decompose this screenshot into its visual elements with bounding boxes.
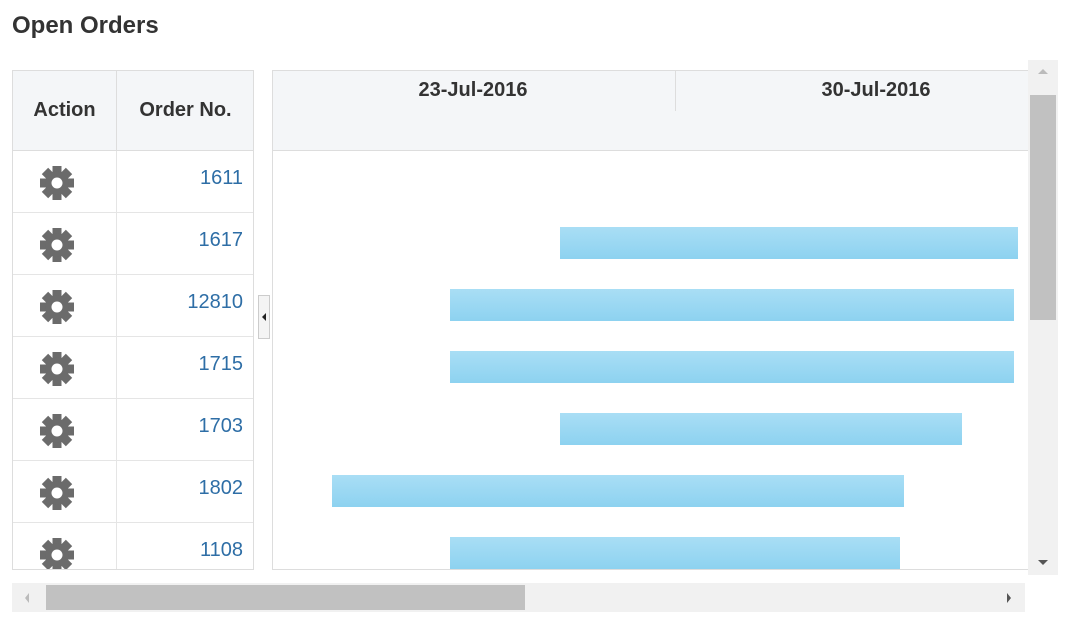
cell-divider	[116, 213, 117, 274]
title: Open Orders	[12, 12, 159, 39]
gantt-header: 23-Jul-2016 30-Jul-2016	[273, 71, 1028, 151]
cell-divider	[116, 275, 117, 336]
cell-divider	[116, 399, 117, 460]
table-row: 1703	[13, 399, 253, 461]
order-number[interactable]: 1611	[199, 167, 243, 189]
splitter[interactable]	[258, 295, 270, 339]
scroll-down[interactable]	[1036, 558, 1050, 568]
table-row: 1802	[13, 461, 253, 523]
table-row: 1611	[13, 151, 253, 213]
action-gear[interactable]	[37, 535, 77, 569]
gear-icon	[40, 414, 74, 448]
gantt: 23-Jul-2016 30-Jul-2016	[272, 70, 1028, 570]
gear-icon	[40, 290, 74, 324]
table-row: 1715	[13, 337, 253, 399]
order-number[interactable]: 1802	[198, 477, 244, 499]
scroll-up[interactable]	[1036, 66, 1050, 76]
column-header: Order No.	[117, 71, 253, 151]
action-gear[interactable]	[37, 349, 77, 394]
h-scroll-thumb[interactable]	[46, 585, 525, 610]
column-header: Action	[13, 71, 117, 151]
action-gear[interactable]	[37, 287, 77, 332]
action-gear[interactable]	[37, 225, 77, 270]
gear-icon	[40, 166, 74, 200]
order-number[interactable]: 12810	[187, 291, 243, 313]
task-bar[interactable]	[450, 289, 1014, 321]
arrow	[262, 313, 266, 321]
task-bar[interactable]	[560, 227, 1018, 259]
date-label: 30-Jul-2016	[821, 79, 931, 101]
scroll-right[interactable]	[1004, 591, 1014, 605]
order-number[interactable]: 1108	[199, 539, 243, 561]
table-row: 1617	[13, 213, 253, 275]
task-bar[interactable]	[450, 537, 900, 569]
scroll-left[interactable]	[22, 591, 32, 605]
task-bar[interactable]	[450, 351, 1014, 383]
order-number[interactable]: 1703	[198, 415, 244, 437]
task-bar[interactable]	[560, 413, 962, 445]
action-gear[interactable]	[37, 411, 77, 456]
cell-divider	[116, 151, 117, 212]
gear-icon	[40, 228, 74, 262]
v-scroll-thumb[interactable]	[1030, 95, 1056, 320]
order-number[interactable]: 1715	[198, 353, 244, 375]
action-gear[interactable]	[37, 163, 77, 208]
date-label: 23-Jul-2016	[418, 79, 528, 101]
order-number[interactable]: 1617	[198, 229, 244, 251]
table-row: 1108	[13, 523, 253, 569]
gear-icon	[40, 538, 74, 569]
cell-divider	[116, 523, 117, 569]
orders-table: Action Order No. 1611 1617 12810 1715 1703 18…	[12, 70, 254, 570]
task-bar[interactable]	[332, 475, 904, 507]
table-row: 12810	[13, 275, 253, 337]
gear-icon	[40, 476, 74, 510]
action-gear[interactable]	[37, 473, 77, 518]
cell-divider	[116, 461, 117, 522]
gear-icon	[40, 352, 74, 386]
divider	[675, 71, 676, 111]
cell-divider	[116, 337, 117, 398]
